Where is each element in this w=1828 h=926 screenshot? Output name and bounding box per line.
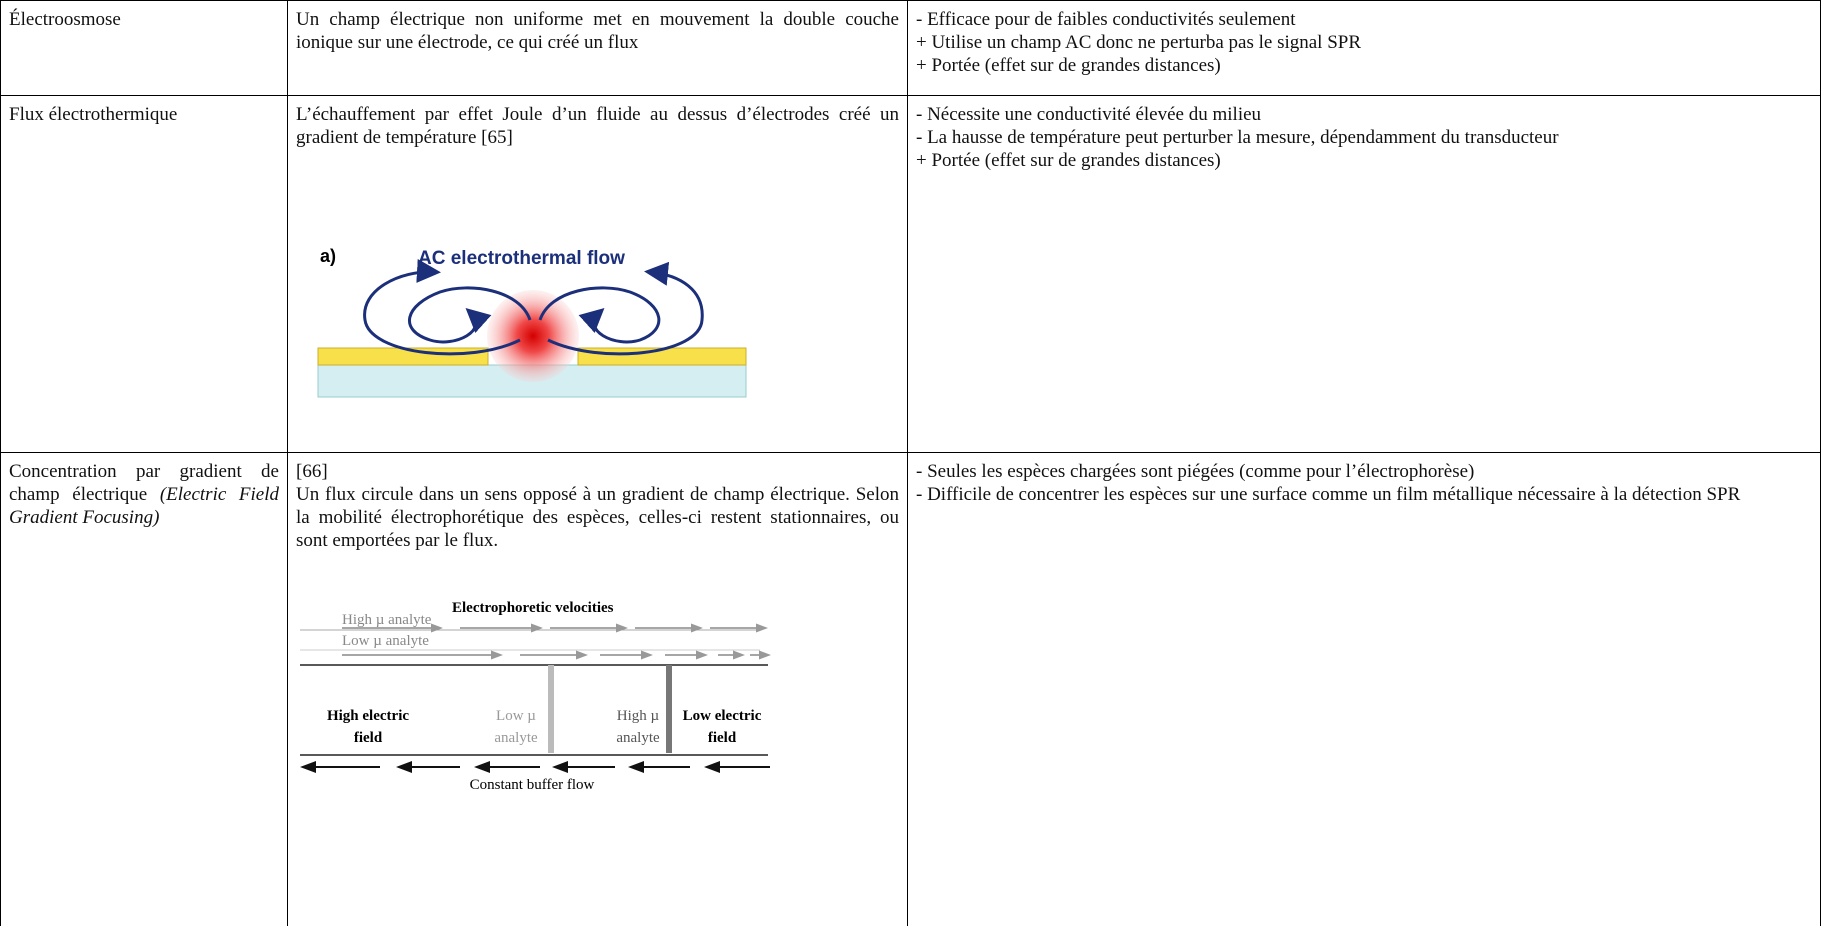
cell: - Nécessite une conductivité élevée du m…	[908, 96, 1820, 179]
cell: [66] Un flux circule dans un sens opposé…	[288, 453, 907, 559]
zone-label: field	[708, 730, 737, 746]
note: - Seules les espèces chargées sont piégé…	[916, 461, 1475, 482]
cell: - Efficace pour de faibles conductivités…	[908, 1, 1820, 84]
zone-label: Low µ	[496, 708, 536, 724]
figure-electrothermal: a) AC electrothermal flow	[317, 246, 747, 398]
zone-label: analyte	[494, 730, 538, 746]
figure-efgf: Electrophoretic velocities High µ analyt…	[300, 600, 771, 793]
cell: - Seules les espèces chargées sont piégé…	[908, 453, 1820, 513]
electrode	[317, 347, 489, 366]
zone-label: Low electric	[683, 708, 762, 724]
flow-loop	[408, 286, 532, 344]
analyte-label: Low µ analyte	[342, 633, 429, 649]
technique: Concentration par gradient de champ élec…	[9, 461, 279, 505]
technique: Flux électrothermique	[9, 104, 178, 125]
analyte-label: High µ analyte	[342, 612, 432, 628]
row-border	[0, 452, 1821, 453]
figure-title: Electrophoretic velocities	[452, 600, 614, 616]
row-border	[0, 95, 1821, 96]
zone-label: analyte	[616, 730, 660, 746]
figure-title: AC electrothermal flow	[418, 248, 625, 269]
panel-label: a)	[320, 246, 336, 266]
heat-spot	[487, 290, 579, 382]
col-border	[907, 0, 908, 926]
note: - Efficace pour de faibles conductivités…	[916, 9, 1296, 30]
description: Un flux circule dans un sens opposé à un…	[296, 484, 899, 551]
cell: Un champ électrique non uniforme met en …	[288, 1, 907, 61]
note: - La hausse de température peut perturbe…	[916, 127, 1559, 148]
zone-boundary	[548, 665, 554, 753]
technique-note: (Electric Field Gradient Focusing)	[9, 484, 280, 528]
reference: [66]	[296, 461, 328, 482]
col-border	[1820, 0, 1821, 926]
cell: Flux électrothermique	[1, 96, 287, 133]
technique: Électroosmose	[9, 9, 121, 30]
velocity-arrows	[342, 623, 771, 660]
cell: Concentration par gradient de champ élec…	[1, 453, 287, 536]
zone-boundary	[666, 665, 672, 753]
zone-label: field	[354, 730, 383, 746]
description: L’échauffement par effet Joule d’un flui…	[296, 104, 899, 148]
note: + Portée (effet sur de grandes distances…	[916, 150, 1221, 171]
note: + Portée (effet sur de grandes distances…	[916, 55, 1221, 76]
col-border	[0, 0, 1, 926]
zone-label: High µ	[617, 708, 660, 724]
col-border	[287, 0, 288, 926]
cell: L’échauffement par effet Joule d’un flui…	[288, 96, 907, 156]
note: - Difficile de concentrer les espèces su…	[916, 484, 1741, 505]
flow-loop	[538, 286, 661, 344]
flow-loop	[547, 261, 704, 356]
cell: Électroosmose	[1, 1, 287, 38]
figure-caption: Constant buffer flow	[470, 777, 595, 793]
note: - Nécessite une conductivité élevée du m…	[916, 104, 1262, 125]
row-border	[0, 0, 1821, 1]
zone-label: High electric	[327, 708, 409, 724]
note: + Utilise un champ AC donc ne perturba p…	[916, 32, 1362, 53]
description: Un champ électrique non uniforme met en …	[296, 9, 899, 53]
flow-loop	[363, 259, 521, 356]
